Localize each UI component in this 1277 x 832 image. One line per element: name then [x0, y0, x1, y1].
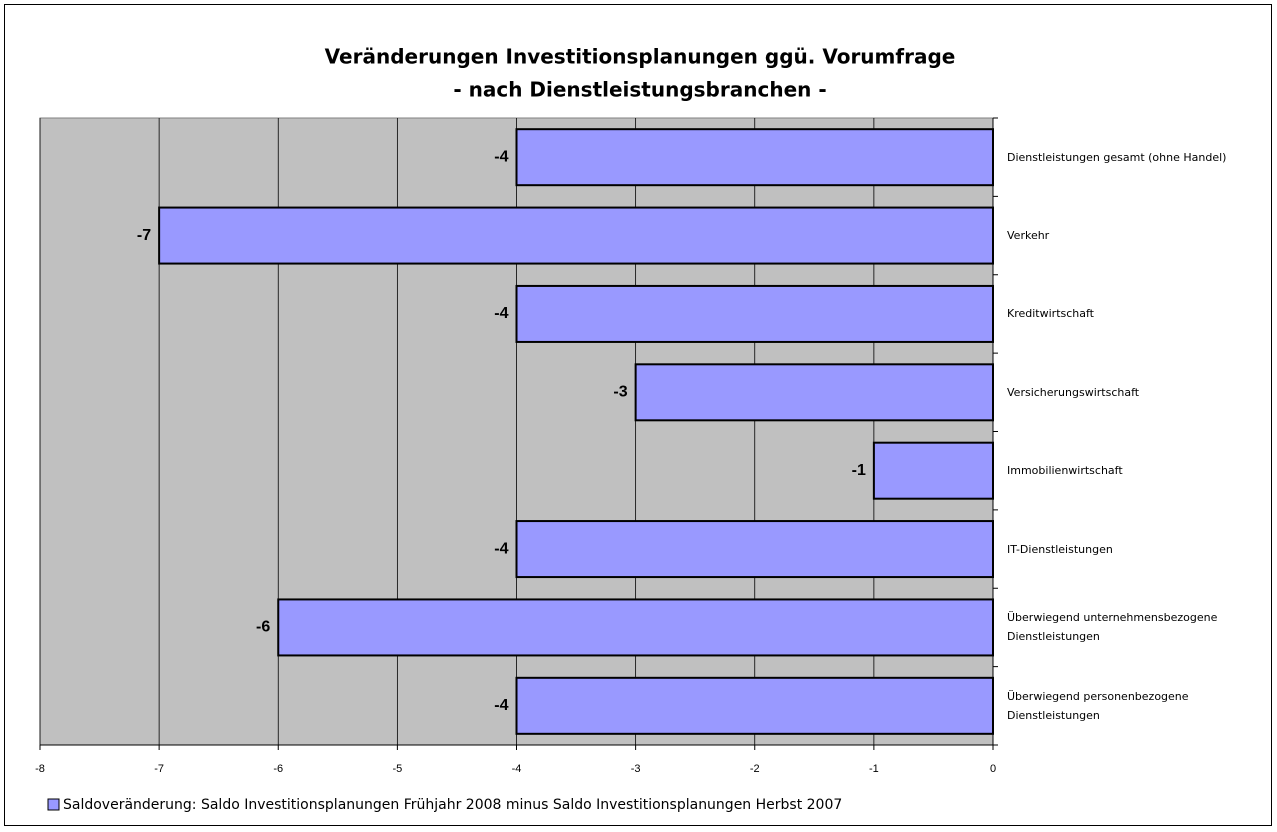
category-label: Versicherungswirtschaft [1007, 385, 1140, 399]
x-tick-label: -6 [273, 763, 283, 775]
chart-frame [4, 4, 1272, 826]
chart-title: Veränderungen Investitionsplanungen ggü.… [325, 45, 956, 69]
category-label: Überwiegend personenbezogene Dienstleist… [1007, 689, 1189, 722]
chart-subtitle: - nach Dienstleistungsbranchen - [453, 78, 826, 102]
data-label: -7 [137, 227, 151, 244]
legend-swatch [47, 798, 60, 811]
category-label: Immobilienwirtschaft [1007, 464, 1123, 478]
data-label: -6 [256, 619, 270, 636]
x-tick-label: -5 [392, 763, 402, 775]
x-tick-label: -2 [750, 763, 760, 775]
category-label: Überwiegend unternehmensbezogene Dienstl… [1007, 611, 1218, 644]
bar [515, 676, 994, 735]
legend-label: Saldoveränderung: Saldo Investitionsplan… [63, 797, 842, 813]
x-tick-label: -8 [35, 763, 45, 775]
data-label: -4 [494, 540, 508, 557]
data-label: -4 [494, 697, 508, 714]
category-label: IT-Dienstleistungen [1007, 542, 1113, 556]
x-tick-label: -3 [631, 763, 641, 775]
bar [515, 520, 994, 579]
category-label: Kreditwirtschaft [1007, 307, 1094, 321]
data-label: -1 [852, 462, 866, 479]
data-label: -4 [494, 148, 508, 165]
bar [515, 128, 994, 187]
x-tick-label: 0 [990, 763, 996, 775]
x-tick-label: -4 [512, 763, 522, 775]
bar [872, 441, 994, 500]
category-label: Verkehr [1007, 229, 1050, 243]
bar [515, 284, 994, 343]
bar [634, 363, 994, 422]
data-label: -4 [494, 305, 508, 322]
bar [277, 598, 994, 657]
x-tick-label: -7 [154, 763, 164, 775]
x-tick-label: -1 [869, 763, 879, 775]
category-label: Dienstleistungen gesamt (ohne Handel) [1007, 150, 1227, 164]
bar [158, 206, 994, 265]
data-label: -3 [613, 384, 627, 401]
